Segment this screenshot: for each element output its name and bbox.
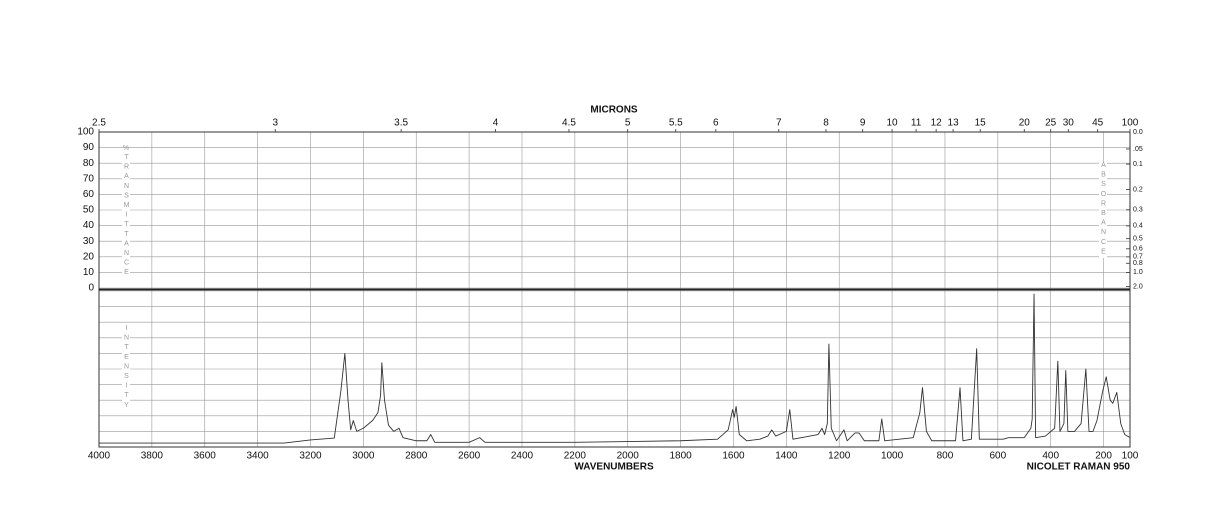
x-tick-label: 3400 <box>246 451 269 462</box>
x2-tick-label: 5.5 <box>669 118 683 129</box>
x2-tick-label: 10 <box>887 118 899 129</box>
x2-tick-label: 8 <box>823 118 829 129</box>
y2-tick-label: 0.3 <box>1133 207 1143 214</box>
x2-tick-label: 15 <box>975 118 987 129</box>
y-tick-label: 10 <box>83 267 95 278</box>
x-tick-label: 600 <box>989 451 1006 462</box>
x2-tick-label: 20 <box>1019 118 1031 129</box>
x2-tick-label: 11 <box>911 118 922 129</box>
y-tick-label: 60 <box>83 189 95 200</box>
x2-axis-title: MICRONS <box>590 105 638 116</box>
y-tick-label: 80 <box>83 158 95 169</box>
y-tick-label: 40 <box>83 220 95 231</box>
x2-tick-label: 25 <box>1045 118 1057 129</box>
y2-tick-label: 2.0 <box>1133 283 1143 290</box>
x2-tick-label: 4 <box>493 118 499 129</box>
x-tick-label: 1200 <box>828 451 851 462</box>
y2-tick-label: 0.0 <box>1133 129 1143 136</box>
y-tick-label: 90 <box>83 142 95 153</box>
x2-tick-label: 3.5 <box>394 118 408 129</box>
y-tick-label: 70 <box>83 173 95 184</box>
x-tick-label: 3200 <box>299 451 322 462</box>
x2-tick-label: 45 <box>1092 118 1104 129</box>
y-unit: % <box>123 145 129 152</box>
x-tick-label: 2600 <box>458 451 481 462</box>
x-tick-label: 1400 <box>775 451 798 462</box>
x-tick-label: 3800 <box>141 451 164 462</box>
y2-tick-label: 1.0 <box>1133 269 1143 276</box>
x2-tick-label: 5 <box>625 118 631 129</box>
y-tick-label: 0 <box>88 283 94 294</box>
x-tick-label: 1800 <box>669 451 692 462</box>
x2-tick-label: 2.5 <box>92 118 106 129</box>
y-tick-label: 100 <box>77 127 94 138</box>
x2-tick-label: 6 <box>713 118 719 129</box>
y2-tick-label: 0.1 <box>1133 161 1143 168</box>
y2-tick-label: 0.2 <box>1133 186 1143 193</box>
y2-axis-title: ABSORBANCE <box>1099 162 1107 258</box>
x-tick-label: 100 <box>1122 451 1139 462</box>
y-tick-label: 30 <box>83 236 95 247</box>
x-tick-label: 3000 <box>352 451 375 462</box>
x-tick-label: 2000 <box>617 451 640 462</box>
x-axis-title: WAVENUMBERS <box>574 462 654 473</box>
x2-tick-label: 7 <box>776 118 782 129</box>
x2-tick-label: 4.5 <box>562 118 576 129</box>
x-tick-label: 3600 <box>194 451 217 462</box>
y2-tick-label: 0.4 <box>1133 223 1143 230</box>
y2-tick-label: 0.7 <box>1133 254 1143 261</box>
y2-tick-label: 0.6 <box>1133 246 1143 253</box>
x2-tick-label: 3 <box>272 118 278 129</box>
x2-tick-label: 100 <box>1122 118 1139 129</box>
x-tick-label: 2200 <box>564 451 587 462</box>
x-tick-label: 4000 <box>88 451 111 462</box>
x2-tick-label: 9 <box>860 118 866 129</box>
y2-tick-label: .05 <box>1133 146 1143 153</box>
x-tick-label: 1000 <box>881 451 904 462</box>
y-axis-title: TRANSMITTANCE <box>122 154 130 279</box>
x-tick-label: 400 <box>1042 451 1059 462</box>
y2-tick-label: 0.5 <box>1133 236 1143 243</box>
y2-tick-label: 0.8 <box>1133 260 1143 267</box>
annotation: NICOLET RAMAN 950 <box>1027 462 1131 473</box>
x-tick-label: 800 <box>937 451 954 462</box>
intensity-title: INTENSITY <box>122 325 130 412</box>
x-tick-label: 1600 <box>722 451 745 462</box>
x-tick-label: 200 <box>1095 451 1112 462</box>
spectrum-line <box>99 293 1131 444</box>
y-tick-label: 20 <box>83 251 95 262</box>
x2-tick-label: 12 <box>931 118 943 129</box>
x2-tick-label: 30 <box>1063 118 1075 129</box>
x-tick-label: 2800 <box>405 451 428 462</box>
x2-tick-label: 13 <box>948 118 960 129</box>
y-tick-label: 50 <box>83 205 95 216</box>
x-tick-label: 2400 <box>511 451 534 462</box>
